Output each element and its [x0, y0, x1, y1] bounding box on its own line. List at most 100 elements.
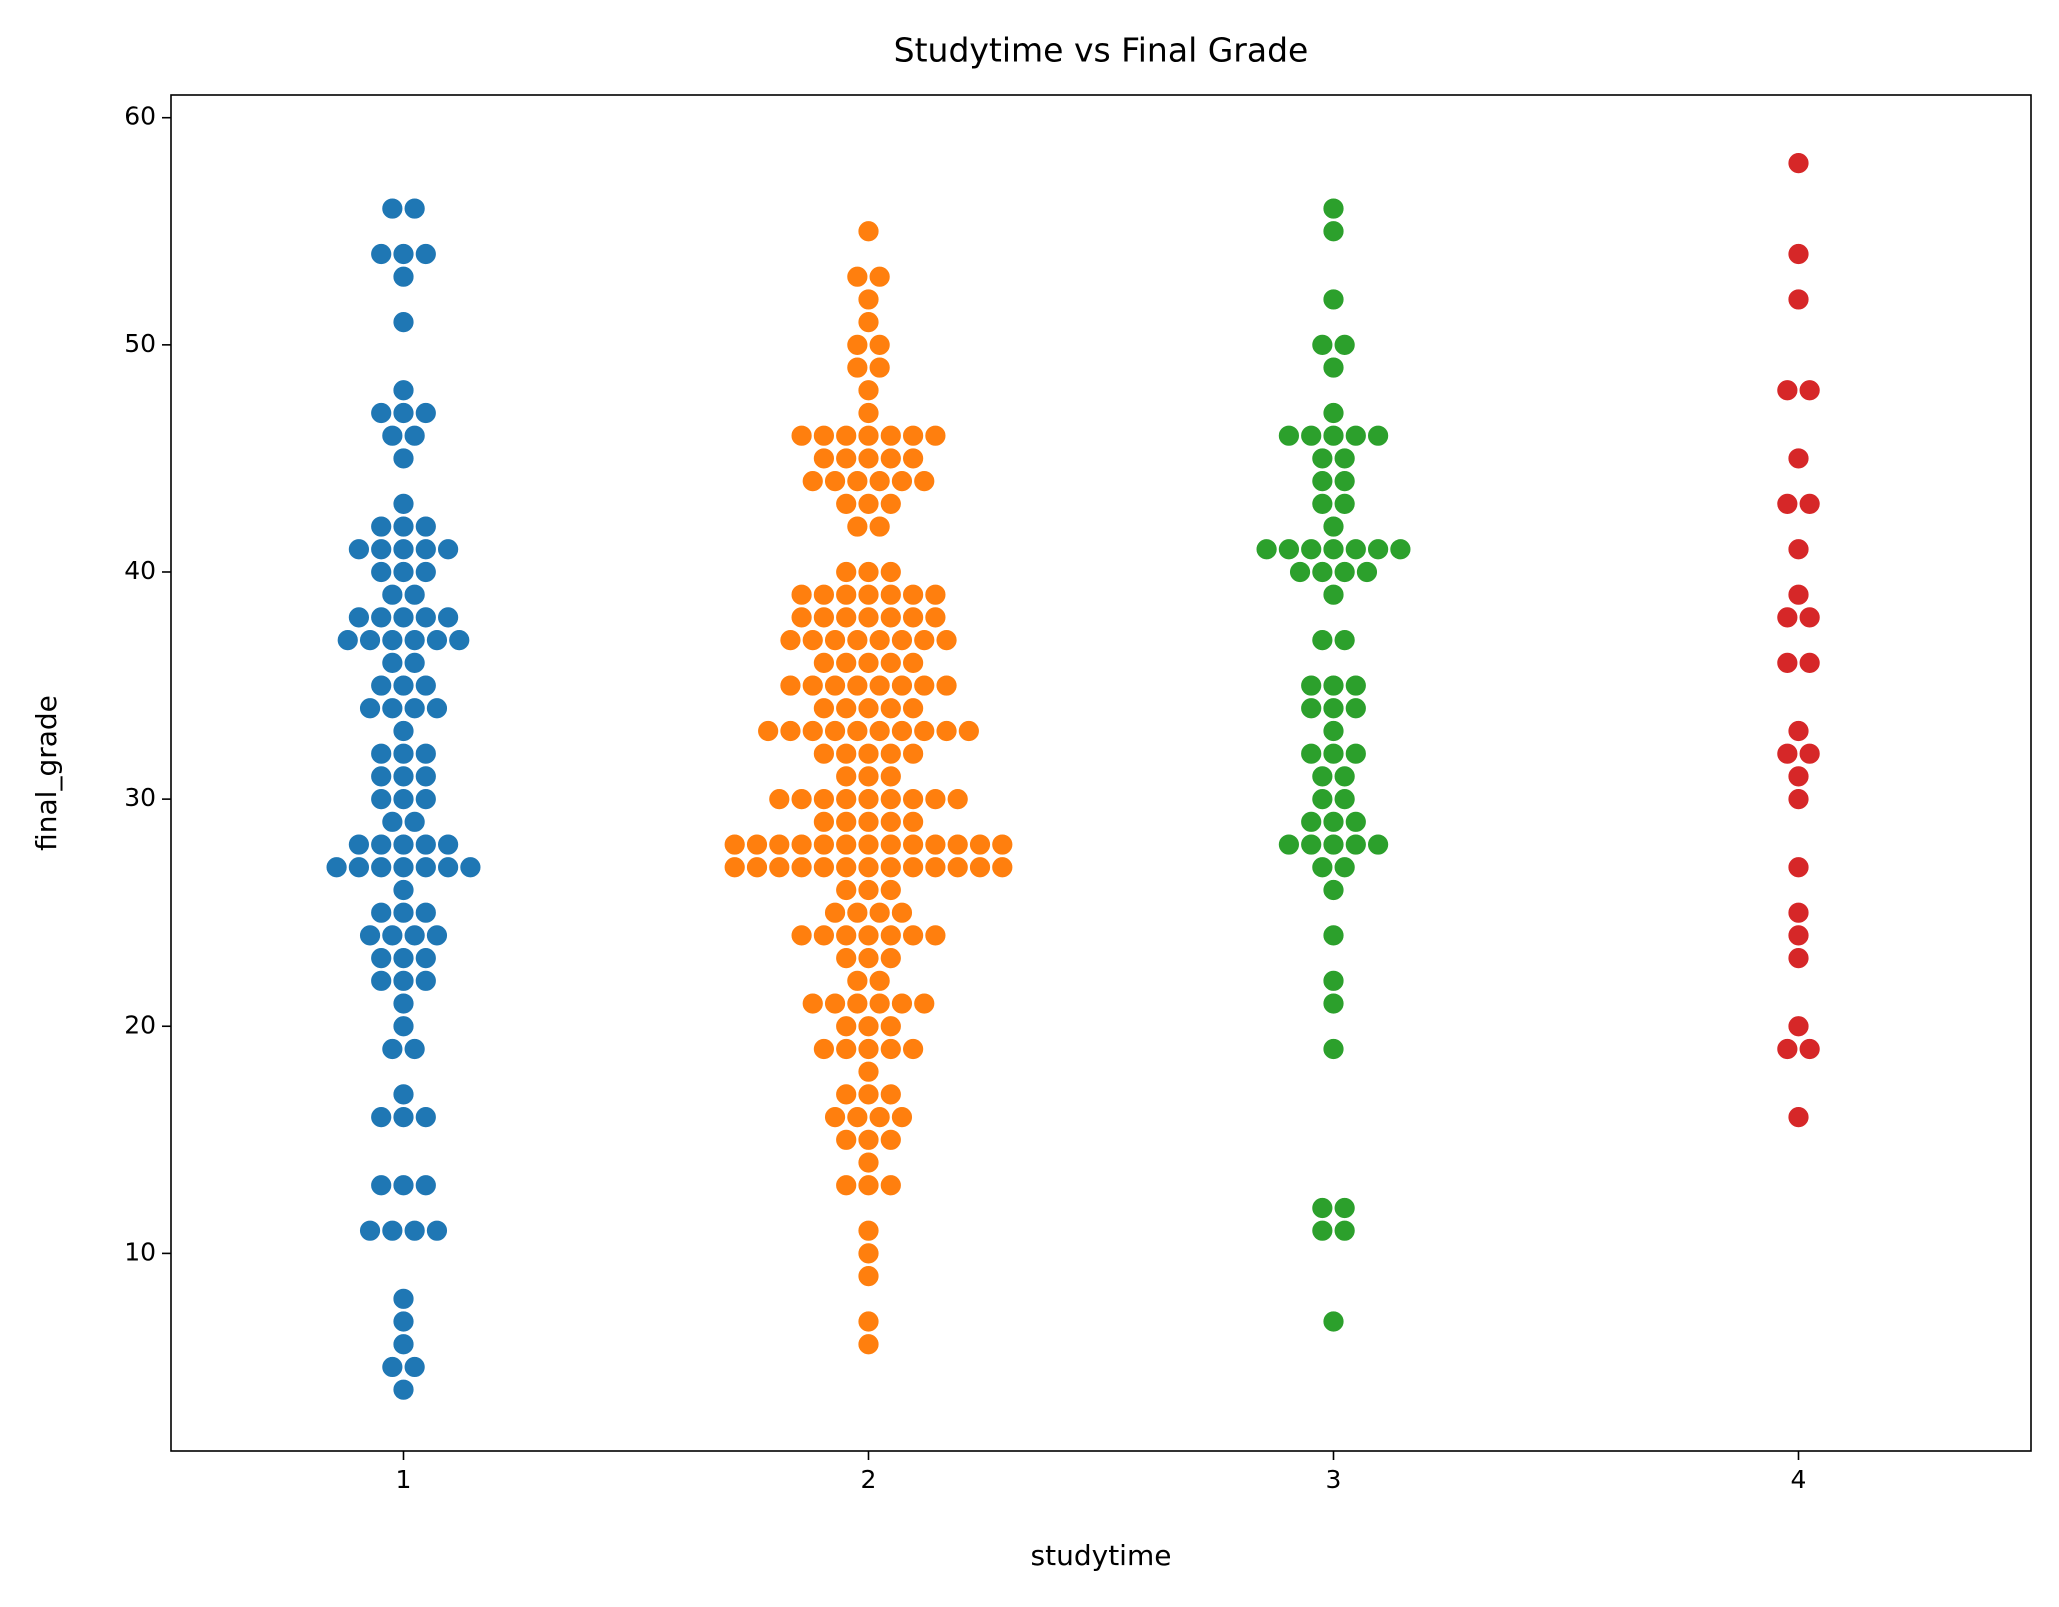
- point: [902, 447, 924, 470]
- point: [857, 1310, 880, 1333]
- point: [1322, 697, 1345, 720]
- point: [868, 265, 891, 288]
- point: [790, 788, 813, 811]
- point: [857, 402, 880, 424]
- point: [857, 947, 880, 970]
- point: [957, 720, 980, 742]
- point: [1311, 470, 1334, 493]
- point: [891, 992, 913, 1015]
- point: [392, 538, 415, 561]
- point: [1798, 651, 1821, 674]
- point: [1787, 583, 1810, 606]
- point: [902, 1038, 924, 1060]
- point: [790, 833, 813, 856]
- point: [879, 742, 902, 765]
- point: [879, 606, 902, 629]
- point: [813, 583, 835, 606]
- point: [1776, 492, 1799, 515]
- point: [835, 424, 858, 447]
- point: [835, 788, 858, 811]
- point: [846, 515, 869, 538]
- point: [935, 720, 958, 742]
- point: [846, 992, 869, 1015]
- point: [835, 561, 858, 583]
- point: [381, 810, 404, 833]
- point: [392, 265, 415, 288]
- point: [403, 197, 426, 220]
- point: [835, 651, 858, 674]
- point: [392, 674, 415, 697]
- point: [824, 674, 846, 697]
- point: [879, 447, 902, 470]
- point: [1311, 492, 1334, 515]
- point: [924, 924, 947, 947]
- point: [392, 1378, 415, 1401]
- point: [813, 606, 835, 629]
- point: [857, 697, 880, 720]
- point: [1300, 538, 1323, 561]
- point: [1333, 788, 1356, 811]
- point: [426, 697, 448, 720]
- point: [813, 788, 835, 811]
- point: [824, 901, 846, 924]
- point: [1798, 1038, 1821, 1060]
- point: [1776, 651, 1799, 674]
- point: [1344, 742, 1367, 765]
- point: [790, 856, 813, 879]
- point: [835, 742, 858, 765]
- point: [403, 697, 426, 720]
- point: [1322, 879, 1345, 901]
- point: [857, 492, 880, 515]
- point: [879, 1128, 902, 1151]
- point: [1776, 1038, 1799, 1060]
- point: [392, 788, 415, 811]
- point: [414, 606, 437, 629]
- point: [935, 674, 958, 697]
- point: [924, 583, 947, 606]
- point: [414, 561, 437, 583]
- point: [1278, 833, 1300, 856]
- point: [347, 606, 370, 629]
- point: [392, 243, 415, 265]
- point: [381, 629, 404, 652]
- point: [1787, 924, 1810, 947]
- point: [392, 1106, 415, 1129]
- point: [392, 379, 415, 402]
- point: [1311, 856, 1334, 879]
- point: [857, 1015, 880, 1038]
- point: [359, 697, 381, 720]
- point: [857, 447, 880, 470]
- point: [359, 1219, 381, 1242]
- point: [857, 924, 880, 947]
- point: [835, 947, 858, 970]
- point: [403, 651, 426, 674]
- point: [835, 583, 858, 606]
- point: [392, 606, 415, 629]
- point: [414, 515, 437, 538]
- point: [835, 1038, 858, 1060]
- point: [1798, 606, 1821, 629]
- point: [813, 856, 835, 879]
- y-tick-label: 30: [124, 783, 156, 812]
- point: [403, 1356, 426, 1378]
- point: [392, 1287, 415, 1310]
- point: [437, 538, 460, 561]
- point: [857, 1128, 880, 1151]
- point: [370, 606, 393, 629]
- point: [879, 424, 902, 447]
- point: [924, 856, 947, 879]
- point: [1787, 152, 1810, 175]
- point: [835, 492, 858, 515]
- point: [1787, 447, 1810, 470]
- point: [392, 311, 415, 334]
- point: [1333, 629, 1356, 652]
- point: [426, 629, 448, 652]
- point: [824, 1106, 846, 1129]
- point: [902, 810, 924, 833]
- y-axis-label: final_grade: [30, 695, 63, 851]
- point: [801, 629, 824, 652]
- point: [846, 333, 869, 356]
- point: [392, 969, 415, 992]
- point: [392, 856, 415, 879]
- point: [824, 992, 846, 1015]
